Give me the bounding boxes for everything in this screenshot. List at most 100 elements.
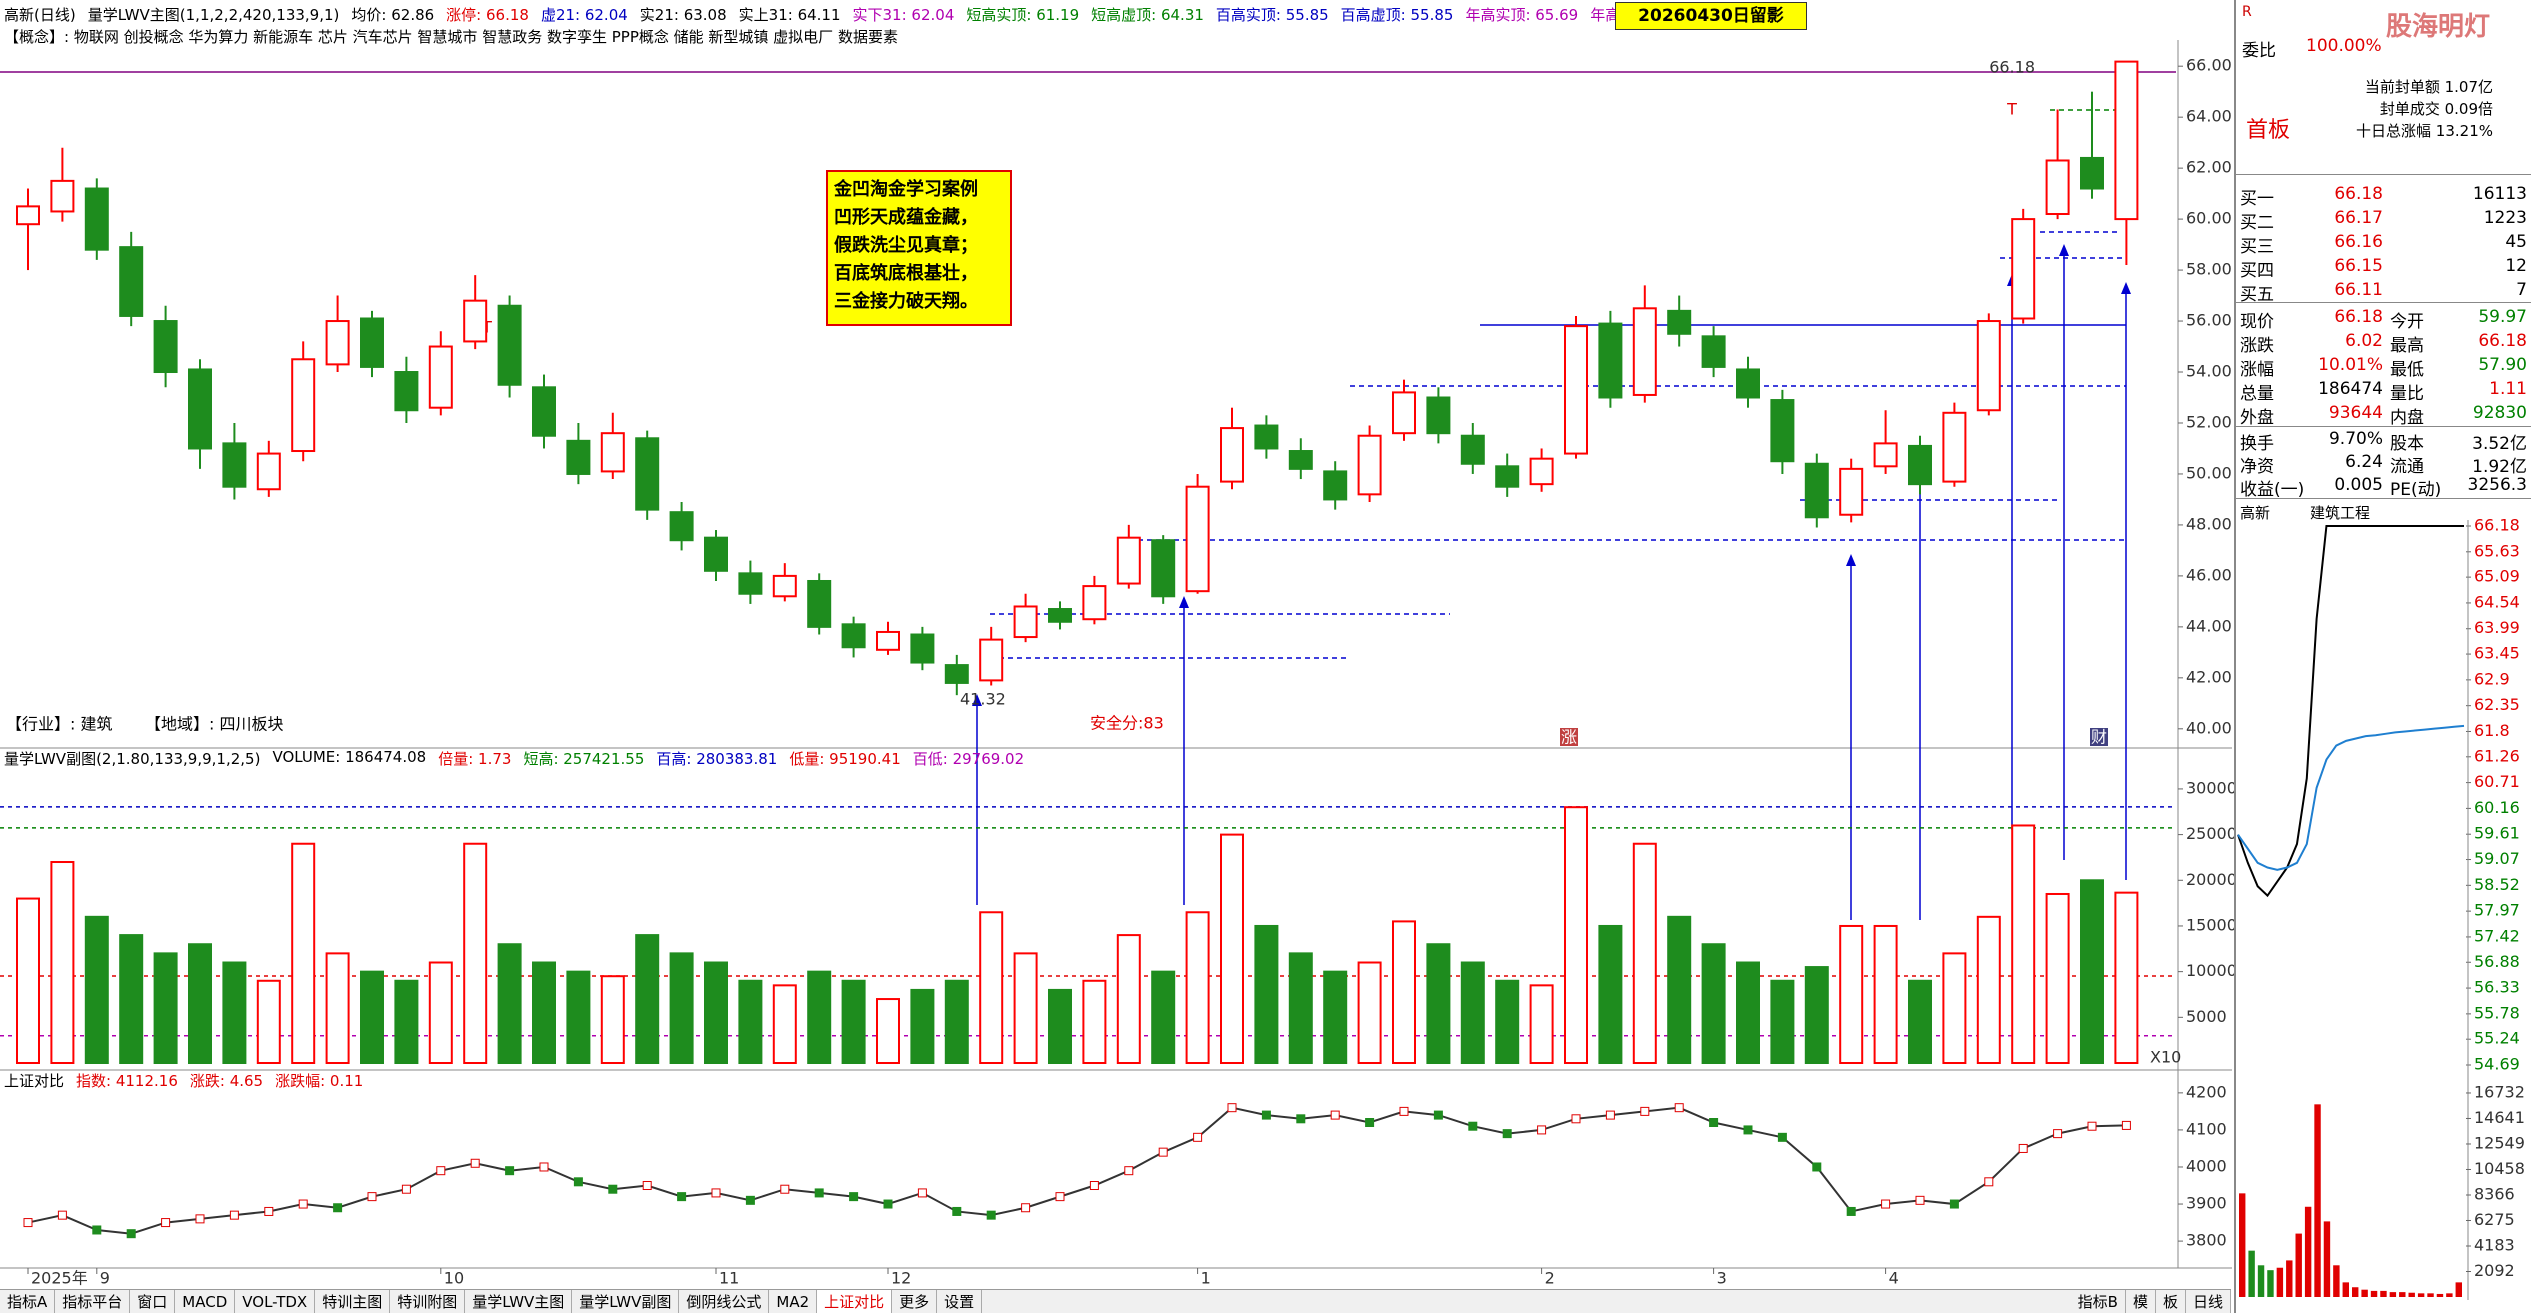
toolbar-tab[interactable]: 上证对比 (817, 1290, 893, 1313)
candle-body (153, 320, 178, 374)
code-tag: R (2242, 4, 2252, 20)
volume-bar (1323, 970, 1348, 1064)
y-tick-label: 2092 (2474, 1261, 2515, 1280)
toolbar-tab[interactable]: 特训附图 (390, 1290, 466, 1313)
toolbar-tab[interactable]: VOL-TDX (235, 1290, 316, 1313)
stat-value: 6.02 (2345, 331, 2383, 351)
index-header: 上证对比 指数: 4112.16 涨跌: 4.65 涨跌幅: 0.11 (4, 1070, 363, 1091)
toolbar-tab[interactable]: MACD (175, 1290, 236, 1313)
volume-bar (635, 934, 660, 1064)
candle-body (1357, 434, 1382, 496)
stat-value: 10.01% (2318, 355, 2383, 375)
toolbar-tab[interactable]: 指标A (0, 1290, 56, 1313)
toolbar-tab[interactable]: 量学LWV主图 (465, 1290, 573, 1313)
toolbar-tab[interactable]: 模 (2126, 1290, 2156, 1313)
candle-body (1804, 462, 1829, 519)
stat-value: 93644 (2328, 403, 2383, 423)
candle-body (2114, 60, 2139, 221)
volume-bar (841, 979, 866, 1064)
ratio-value: 100.00% (2306, 36, 2382, 56)
y-tick-label: 4200 (2186, 1082, 2227, 1101)
index-point (1571, 1114, 1581, 1124)
candle-body (1082, 585, 1107, 621)
volume-bar (1667, 915, 1692, 1064)
x-tick-label: 3 (1717, 1269, 1727, 1288)
toolbar-tab[interactable]: 板 (2156, 1290, 2186, 1313)
book-volume: 7 (2516, 280, 2527, 300)
index-point (814, 1188, 824, 1198)
index-point (23, 1218, 33, 1228)
index-point (161, 1218, 171, 1228)
volume-bar (1873, 924, 1898, 1064)
y-tick-label: 65.63 (2474, 541, 2520, 560)
index-point (917, 1188, 927, 1198)
toolbar-tab[interactable]: 特训主图 (315, 1290, 391, 1313)
volume-bar (1048, 988, 1072, 1064)
toolbar-tab[interactable]: 指标平台 (55, 1290, 131, 1313)
y-tick-label: 65.09 (2474, 567, 2520, 586)
x-tick-label: 10 (444, 1269, 464, 1288)
stat-label: 外盘 (2240, 408, 2274, 428)
y-tick-label: 59.61 (2474, 824, 2520, 843)
toolbar-tab[interactable]: 指标B (2071, 1290, 2126, 1313)
candle-body (979, 638, 1004, 682)
index-point (1399, 1106, 1409, 1116)
y-tick-label: 8366 (2474, 1184, 2515, 1203)
index-point (229, 1210, 239, 1220)
candle-body (1701, 335, 1726, 368)
toolbar-tab[interactable]: 更多 (892, 1290, 938, 1313)
candle-body (566, 439, 591, 475)
arrow-head (2121, 282, 2131, 294)
volume-bar (566, 970, 591, 1064)
index-point (505, 1166, 515, 1176)
candle-body (944, 664, 969, 684)
book-volume: 16113 (2472, 184, 2527, 204)
toolbar-tab[interactable]: 窗口 (130, 1290, 176, 1313)
candle-body (1736, 368, 1760, 399)
y-tick-label: 56.00 (2186, 311, 2232, 330)
stat-value: 9.70% (2328, 429, 2383, 449)
intraday-volume-bar (2286, 1260, 2293, 1297)
volume-title: 量学LWV副图(2,1.80,133,9,9,1,2,5) (4, 750, 261, 768)
index-point (745, 1195, 755, 1205)
toolbar-tab[interactable]: MA2 (769, 1290, 818, 1313)
volume-bar (876, 998, 900, 1064)
case-line: 假跌洗尘见真章； (834, 235, 978, 256)
divider (2236, 174, 2531, 175)
index-point (1777, 1132, 1787, 1142)
candle-body (256, 452, 281, 491)
volume-bar (1220, 833, 1244, 1064)
toolbar-tab[interactable]: 日线 (2186, 1290, 2231, 1313)
y-tick-label: 4100 (2186, 1119, 2227, 1138)
y-tick-label: 62.00 (2186, 158, 2232, 177)
stat-label: 换手 (2240, 434, 2274, 454)
header-item: 实下31: 62.04 (852, 6, 955, 24)
y-tick-label: 60.00 (2186, 209, 2232, 228)
y-tick-label: 58.00 (2186, 260, 2232, 279)
candle-body (1185, 485, 1210, 593)
toolbar-tab[interactable]: 设置 (937, 1290, 983, 1313)
volume-bar (1942, 952, 1967, 1064)
volume-bar (704, 961, 728, 1064)
intraday-price (2237, 525, 2464, 898)
y-tick-label: 48.00 (2186, 514, 2232, 533)
volume-info: 倍量: 1.73 (438, 750, 512, 768)
volume-bar (1632, 842, 1657, 1064)
ratio-label: 委比 (2242, 41, 2276, 61)
y-tick-label: 10458 (2474, 1159, 2525, 1178)
index-point (608, 1184, 618, 1194)
stat-value: 66.18 (2334, 307, 2383, 327)
volume-bar (1426, 943, 1451, 1064)
volume-bar (188, 943, 212, 1064)
header-item: 虚21: 62.04 (540, 6, 628, 24)
index-point (1812, 1162, 1822, 1172)
volume-bar (50, 861, 75, 1064)
candle-body (841, 623, 866, 649)
seal-info: 十日总涨幅 13.21% (2356, 122, 2493, 140)
candle-body (635, 437, 660, 511)
toolbar: 指标A 指标平台 窗口 MACD VOL-TDX 特训主图 特训附图 量学LWV主图 量学LWV… (0, 1289, 2231, 1313)
volume-bar (1701, 943, 1726, 1064)
toolbar-tab[interactable]: 量学LWV副图 (572, 1290, 680, 1313)
toolbar-tab[interactable]: 倒阴线公式 (679, 1290, 770, 1313)
intraday-volume-bar (2370, 1290, 2378, 1297)
